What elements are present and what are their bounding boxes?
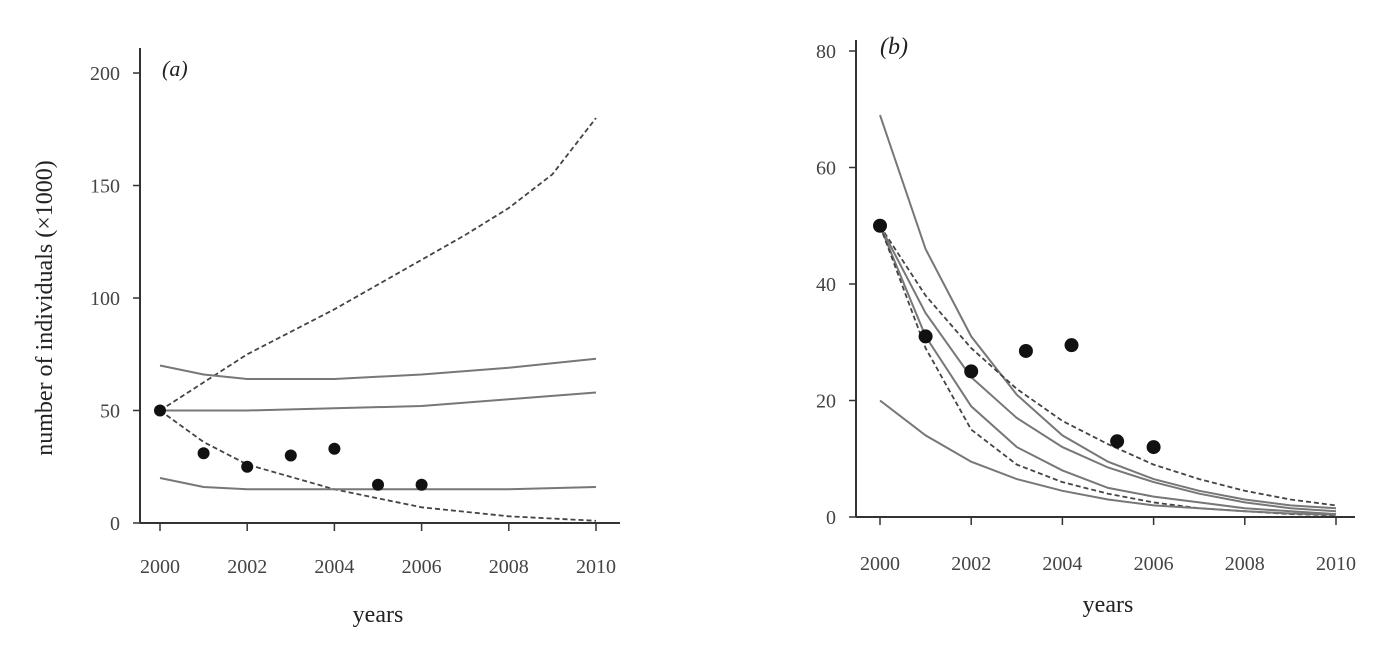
x-tick-label: 2004	[314, 556, 354, 578]
observed-point	[873, 219, 887, 233]
y-tick-label: 0	[826, 507, 836, 529]
x-tick-label: 2002	[951, 553, 991, 575]
observed-point	[919, 329, 933, 343]
observed-point	[1147, 440, 1161, 454]
series-line-3	[160, 393, 596, 411]
observed-point	[154, 405, 166, 417]
y-tick-label: 50	[100, 401, 120, 423]
panel-label: (a)	[162, 56, 188, 81]
x-axis-label: years	[353, 602, 404, 628]
x-tick-label: 2000	[140, 556, 180, 578]
y-tick-label: 0	[110, 513, 120, 535]
x-tick-label: 2000	[860, 553, 900, 575]
series-line-4	[160, 411, 596, 521]
series-line-3	[880, 226, 1336, 511]
x-tick-label: 2010	[1316, 553, 1356, 575]
observed-point	[1019, 344, 1033, 358]
observed-point	[1065, 338, 1079, 352]
series-line-4	[880, 226, 1336, 514]
series-line-1	[160, 118, 596, 411]
y-tick-label: 40	[816, 274, 836, 296]
x-tick-label: 2006	[1134, 553, 1174, 575]
x-axis-label: years	[1083, 592, 1134, 618]
panel-label: (b)	[880, 34, 908, 60]
observed-point	[416, 479, 428, 491]
y-tick-label: 20	[816, 391, 836, 413]
y-axis-label: number of individuals (×1000)	[32, 160, 58, 456]
chart-panel-b: 0 20 40 60 80 2000 2002 2004 2006 2008 2010 years (b…	[816, 34, 1356, 618]
series-line-2	[880, 226, 1336, 506]
x-tick-label: 2008	[489, 556, 529, 578]
observed-point	[241, 461, 253, 473]
x-tick-label: 2006	[402, 556, 442, 578]
x-tick-label: 2002	[227, 556, 267, 578]
observed-point	[285, 450, 297, 462]
observed-point	[964, 364, 978, 378]
observed-point	[328, 443, 340, 455]
series-line-6	[880, 401, 1336, 515]
y-tick-label: 150	[90, 176, 120, 198]
y-tick-label: 200	[90, 63, 120, 85]
observed-point	[372, 479, 384, 491]
observed-point	[198, 447, 210, 459]
y-tick-label: 60	[816, 158, 836, 180]
x-tick-label: 2008	[1225, 553, 1265, 575]
y-tick-label: 100	[90, 288, 120, 310]
x-tick-label: 2004	[1042, 553, 1082, 575]
y-tick-label: 80	[816, 41, 836, 63]
observed-point	[1110, 434, 1124, 448]
chart-panel-a: 0 50 100 150 200 2000 2002 2004 2006 2008 2010 year…	[32, 48, 620, 628]
x-tick-label: 2010	[576, 556, 616, 578]
series-line-2	[160, 359, 596, 379]
